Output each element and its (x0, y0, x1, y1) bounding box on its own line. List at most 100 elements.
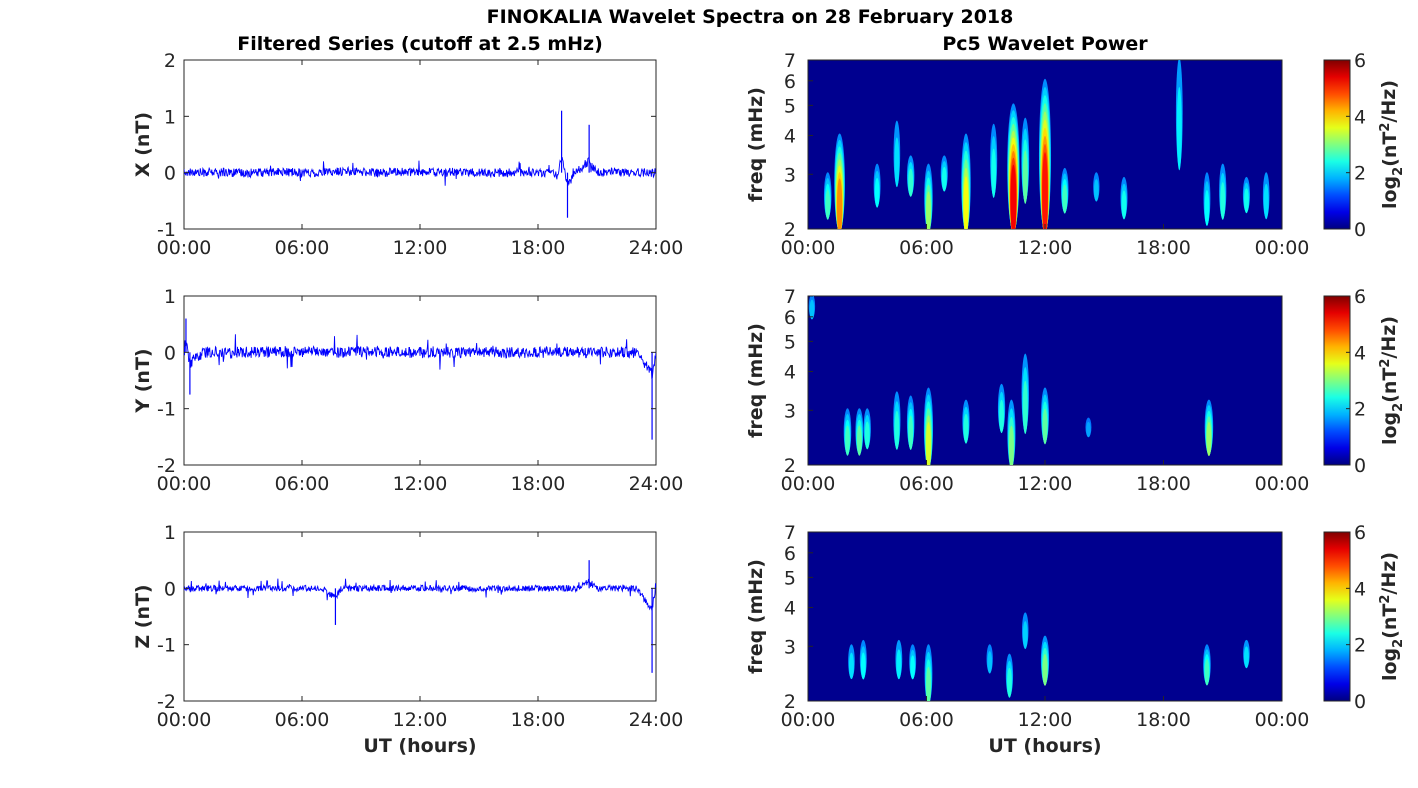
y-tick-label: -1 (157, 219, 176, 241)
y-axis-label: freq (mHz) (745, 323, 767, 438)
power-blob (1244, 188, 1249, 214)
power-blob (1007, 667, 1012, 698)
y-tick-label: 2 (784, 219, 796, 241)
power-blob (845, 425, 850, 456)
y-tick-label: 3 (784, 636, 796, 658)
colorbar-tick-label: 0 (1354, 455, 1366, 477)
colorbar-gradient (1323, 295, 1351, 466)
colorbar-tick-label: 4 (1354, 342, 1366, 364)
x-tick-label: 00:00 (781, 237, 836, 259)
power-blob (991, 148, 997, 198)
y-tick-label: -1 (157, 399, 176, 421)
colorbar-label-part: log (1379, 412, 1401, 445)
x-tick-label: 06:00 (275, 709, 330, 731)
power-blob (941, 166, 947, 192)
power-blob (1121, 190, 1127, 220)
y-tick-label: 7 (784, 50, 796, 72)
x-tick-label: 06:00 (899, 473, 954, 495)
colorbar-label-part: (nT (1379, 132, 1401, 167)
colorbar-gradient (1323, 59, 1351, 230)
series-line (184, 157, 656, 186)
y-tick-label: 3 (784, 164, 796, 186)
x-tick-label: 12:00 (393, 709, 448, 731)
power-blob (1010, 164, 1017, 229)
x-tick-label: 06:00 (275, 237, 330, 259)
power-blob (896, 649, 902, 680)
colorbar-tick-label: 4 (1354, 578, 1366, 600)
y-tick-label: 6 (784, 543, 796, 565)
x-tick-label: 00:00 (157, 709, 212, 731)
colorbar-label: log2(nT2/Hz) (1378, 552, 1406, 681)
y-tick-label: 4 (784, 597, 796, 619)
x-tick-label: 24:00 (629, 473, 684, 495)
power-blob (1204, 659, 1210, 686)
colorbar-tick-label: 6 (1354, 50, 1366, 72)
power-blob (1022, 380, 1028, 435)
power-blob (856, 425, 862, 456)
colorbar-label: log2(nT2/Hz) (1378, 80, 1406, 209)
power-blob (1086, 421, 1091, 438)
x-tick-label: 18:00 (511, 473, 566, 495)
power-blob (894, 137, 900, 188)
x-tick-label: 00:00 (1255, 473, 1310, 495)
x-tick-label: 18:00 (511, 237, 566, 259)
y-tick-label: 7 (784, 522, 796, 544)
power-blob (1042, 408, 1048, 445)
power-blob (987, 651, 993, 674)
y-tick-label: 7 (784, 286, 796, 308)
series-panel-1: 00:00 06:00 12:00 18:00 24:00 -1 0 1 2 X (nT) Filt… (132, 33, 683, 259)
y-axis-label: freq (mHz) (745, 87, 767, 202)
y-axis-label: Z (nT) (132, 584, 154, 648)
colorbar-label-part: /Hz) (1378, 80, 1400, 123)
y-tick-label: -2 (157, 455, 176, 477)
y-tick-label: 2 (164, 50, 176, 72)
y-tick-label: 1 (164, 106, 176, 128)
colorbar-tick-label: 2 (1354, 163, 1366, 185)
x-tick-label: 18:00 (511, 709, 566, 731)
series-line (184, 334, 656, 379)
x-axis-label: UT (hours) (363, 735, 476, 757)
power-blob (908, 415, 914, 450)
power-blob (1022, 150, 1028, 204)
y-tick-label: 1 (164, 286, 176, 308)
plot-frame (183, 531, 657, 702)
y-tick-label: 0 (164, 163, 176, 185)
colorbar-label-part: 2 (1391, 167, 1406, 176)
y-tick-label: 0 (164, 578, 176, 600)
colorbar-tick-label: 0 (1354, 691, 1366, 713)
power-blob (926, 666, 931, 701)
colorbar-tick-label: 2 (1354, 399, 1366, 421)
power-blob (1042, 152, 1048, 229)
x-tick-label: 00:00 (781, 709, 836, 731)
colorbar-label-part: 2 (1378, 359, 1393, 368)
colorbar-label-part: (nT (1379, 368, 1401, 403)
power-blob (1062, 184, 1068, 214)
power-blob (1176, 87, 1182, 171)
series-panel-3: 00:00 06:00 12:00 18:00 24:00 -2 -1 0 1 Z (nT) UT … (132, 522, 683, 757)
panel-title: Pc5 Wavelet Power (942, 33, 1148, 55)
colorbar-label-part: /Hz) (1378, 316, 1400, 359)
x-tick-label: 06:00 (899, 709, 954, 731)
x-tick-label: 12:00 (1018, 473, 1073, 495)
y-tick-label: 0 (164, 342, 176, 364)
colorbar-tick-label: 0 (1354, 219, 1366, 241)
y-tick-label: -1 (157, 635, 176, 657)
power-blob (1220, 182, 1226, 220)
power-blob (1243, 646, 1249, 669)
x-tick-label: 00:00 (1255, 709, 1310, 731)
x-tick-label: 06:00 (899, 237, 954, 259)
x-tick-label: 18:00 (1136, 473, 1191, 495)
power-blob (908, 168, 914, 197)
colorbar-label: log2(nT2/Hz) (1378, 316, 1406, 445)
y-axis-label: freq (mHz) (745, 559, 767, 674)
power-blob (874, 177, 880, 208)
colorbar-tick-label: 6 (1354, 522, 1366, 544)
panel-title: Filtered Series (cutoff at 2.5 mHz) (237, 33, 603, 55)
x-axis-label: UT (hours) (988, 735, 1101, 757)
plot-frame (183, 59, 657, 230)
y-tick-label: 6 (784, 307, 796, 329)
